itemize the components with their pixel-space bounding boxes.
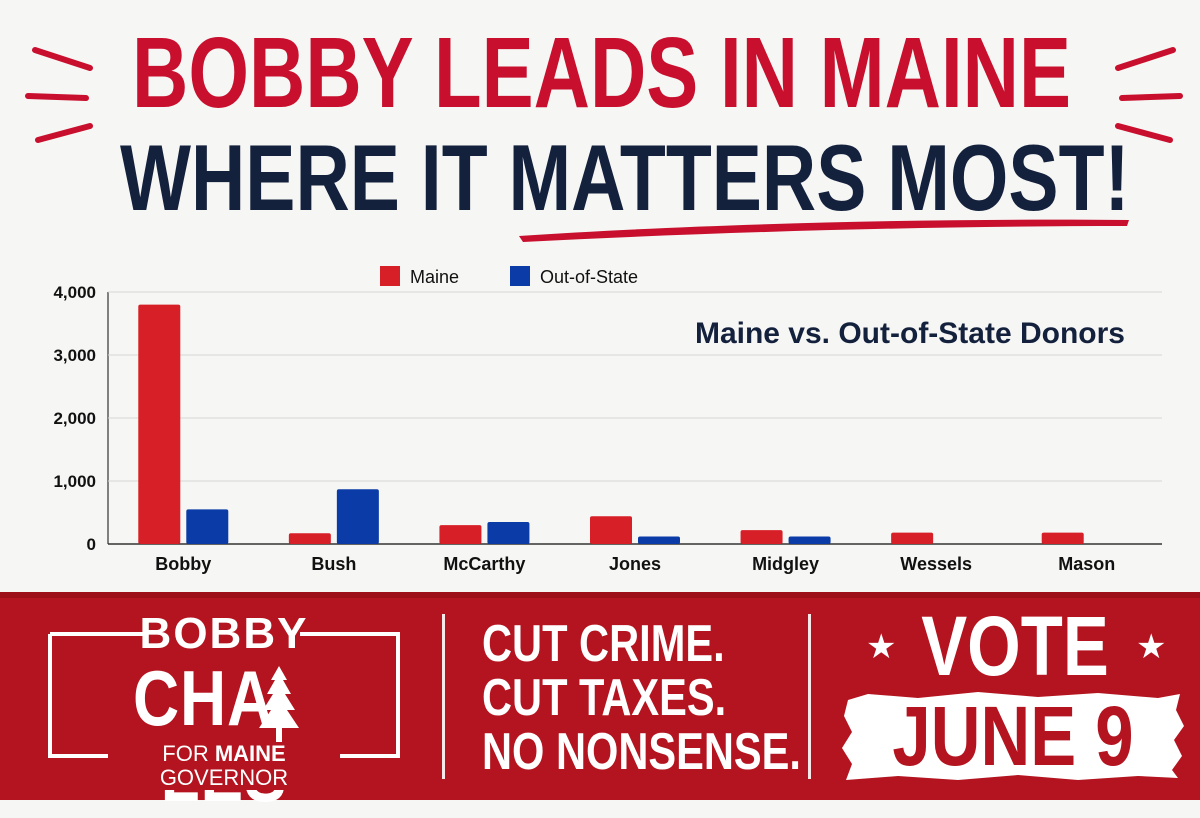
category-label: Mason — [1058, 554, 1115, 574]
logo-sub-governor: GOVERNOR — [159, 765, 289, 790]
y-tick-label: 4,000 — [53, 283, 96, 302]
y-ticks: 0 1,000 2,000 3,000 4,000 — [53, 283, 96, 554]
category-label: Jones — [609, 554, 661, 574]
category-label: Midgley — [752, 554, 819, 574]
bars — [138, 304, 1084, 544]
bar-chart-svg: 0 1,000 2,000 3,000 4,000 Bobby Bush McCarthy J… — [53, 266, 1162, 574]
donor-chart: 0 1,000 2,000 3,000 4,000 Bobby Bush McCarthy J… — [0, 250, 1200, 590]
campaign-footer: BOBBY CHALES FOR MAINE GOVERNOR CUT CRIM… — [0, 592, 1200, 813]
logo-sub-maine: MAINE — [214, 741, 286, 766]
gridlines — [107, 291, 1162, 545]
bar-out-of-state-jones — [638, 536, 680, 544]
logo-frame — [48, 632, 400, 758]
vote-word: VOTE — [921, 599, 1109, 693]
legend-swatch — [380, 266, 400, 286]
bar-out-of-state-midgley — [788, 536, 831, 544]
category-label: McCarthy — [443, 554, 525, 574]
legend-label: Out-of-State — [540, 267, 638, 287]
slogan-line-1: CUT CRIME. — [482, 615, 725, 673]
category-label: Bush — [311, 554, 356, 574]
headline-underline — [519, 219, 1129, 242]
pine-tree-icon — [259, 666, 299, 742]
bar-maine-bush — [288, 533, 331, 544]
category-labels: Bobby Bush McCarthy Jones Midgley Wessels Maso… — [155, 554, 1115, 574]
slogan: CUT CRIME. CUT TAXES. NO NONSENSE. — [482, 615, 801, 781]
bar-maine-jones — [590, 516, 632, 544]
chart-title: Maine vs. Out-of-State Donors — [695, 317, 1125, 350]
bar-maine-midgley — [740, 530, 783, 544]
candidate-logo: BOBBY CHALES FOR MAINE GOVERNOR — [48, 612, 400, 813]
y-tick-label: 3,000 — [53, 346, 96, 365]
bar-out-of-state-bush — [336, 489, 379, 544]
footer-divider-1 — [442, 614, 445, 779]
bar-maine-wessels — [891, 532, 934, 544]
legend: Maine Out-of-State — [380, 266, 638, 287]
bar-out-of-state-bobby — [186, 509, 229, 544]
bar-maine-mason — [1041, 532, 1084, 544]
y-tick-label: 1,000 — [53, 472, 96, 491]
logo-sub-for: FOR — [162, 741, 215, 766]
logo-first-name: BOBBY — [139, 609, 309, 658]
y-tick-label: 0 — [87, 535, 96, 554]
footer-divider-2 — [808, 614, 811, 779]
slogan-line-2: CUT TAXES. — [482, 669, 727, 727]
slogan-line-3: NO NONSENSE. — [482, 723, 801, 781]
star-icon-left: ★ — [866, 628, 897, 666]
date-banner — [842, 692, 1184, 780]
headline-line-1: BOBBY LEADS IN MAINE — [132, 17, 1071, 129]
bar-out-of-state-mccarthy — [487, 521, 530, 544]
y-tick-label: 2,000 — [53, 409, 96, 428]
logo-subtitle: FOR MAINE GOVERNOR — [108, 742, 340, 790]
bar-maine-mccarthy — [439, 525, 482, 544]
logo-last-part-1: CHA — [132, 654, 275, 742]
headline-line-2: WHERE IT MATTERS MOST! — [120, 125, 1130, 230]
bar-maine-bobby — [138, 304, 181, 544]
left-burst-icon — [25, 47, 93, 143]
category-label: Wessels — [900, 554, 972, 574]
right-burst-icon — [1115, 47, 1183, 143]
star-icon-right: ★ — [1136, 628, 1167, 666]
legend-swatch — [510, 266, 530, 286]
category-label: Bobby — [155, 554, 211, 574]
vote-date: JUNE 9 — [892, 689, 1134, 783]
headline: BOBBY LEADS IN MAINE WHERE IT MATTERS MO… — [0, 0, 1200, 250]
legend-label: Maine — [410, 267, 459, 287]
